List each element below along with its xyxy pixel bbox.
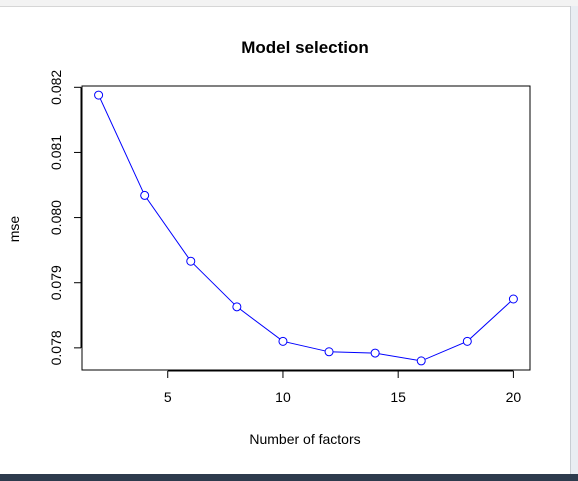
data-point	[278, 336, 288, 346]
data-point	[232, 302, 242, 312]
data-point	[462, 336, 472, 346]
mse-series-line	[98, 94, 514, 362]
data-point	[370, 348, 380, 358]
y-tick-label: 0.082	[48, 70, 64, 105]
plot-area-frame	[81, 85, 531, 371]
y-tick-label: 0.080	[48, 200, 64, 235]
x-axis-label: Number of factors	[249, 431, 360, 447]
data-point	[186, 256, 196, 266]
window-bottom-bar	[0, 474, 578, 481]
mse-series-points	[94, 90, 518, 366]
x-tick-label: 15	[390, 389, 406, 405]
data-point	[508, 294, 518, 304]
x-tick-label: 5	[164, 389, 172, 405]
y-axis: 0.078 0.079 0.080 0.081 0.082	[48, 70, 82, 365]
data-point	[416, 356, 426, 366]
window-toolbar-strip	[0, 0, 578, 7]
y-tick-label: 0.078	[48, 330, 64, 365]
x-tick-label: 10	[275, 389, 291, 405]
y-tick-label: 0.081	[48, 135, 64, 170]
x-tick-label: 20	[506, 389, 522, 405]
y-tick-label: 0.079	[48, 265, 64, 300]
data-point	[94, 90, 104, 100]
data-point	[324, 347, 334, 357]
chart-title: Model selection	[241, 38, 369, 57]
data-point	[140, 190, 150, 200]
y-axis-label: mse	[6, 216, 22, 243]
window-right-border	[570, 6, 578, 474]
x-axis: 5 10 15 20	[164, 370, 522, 405]
